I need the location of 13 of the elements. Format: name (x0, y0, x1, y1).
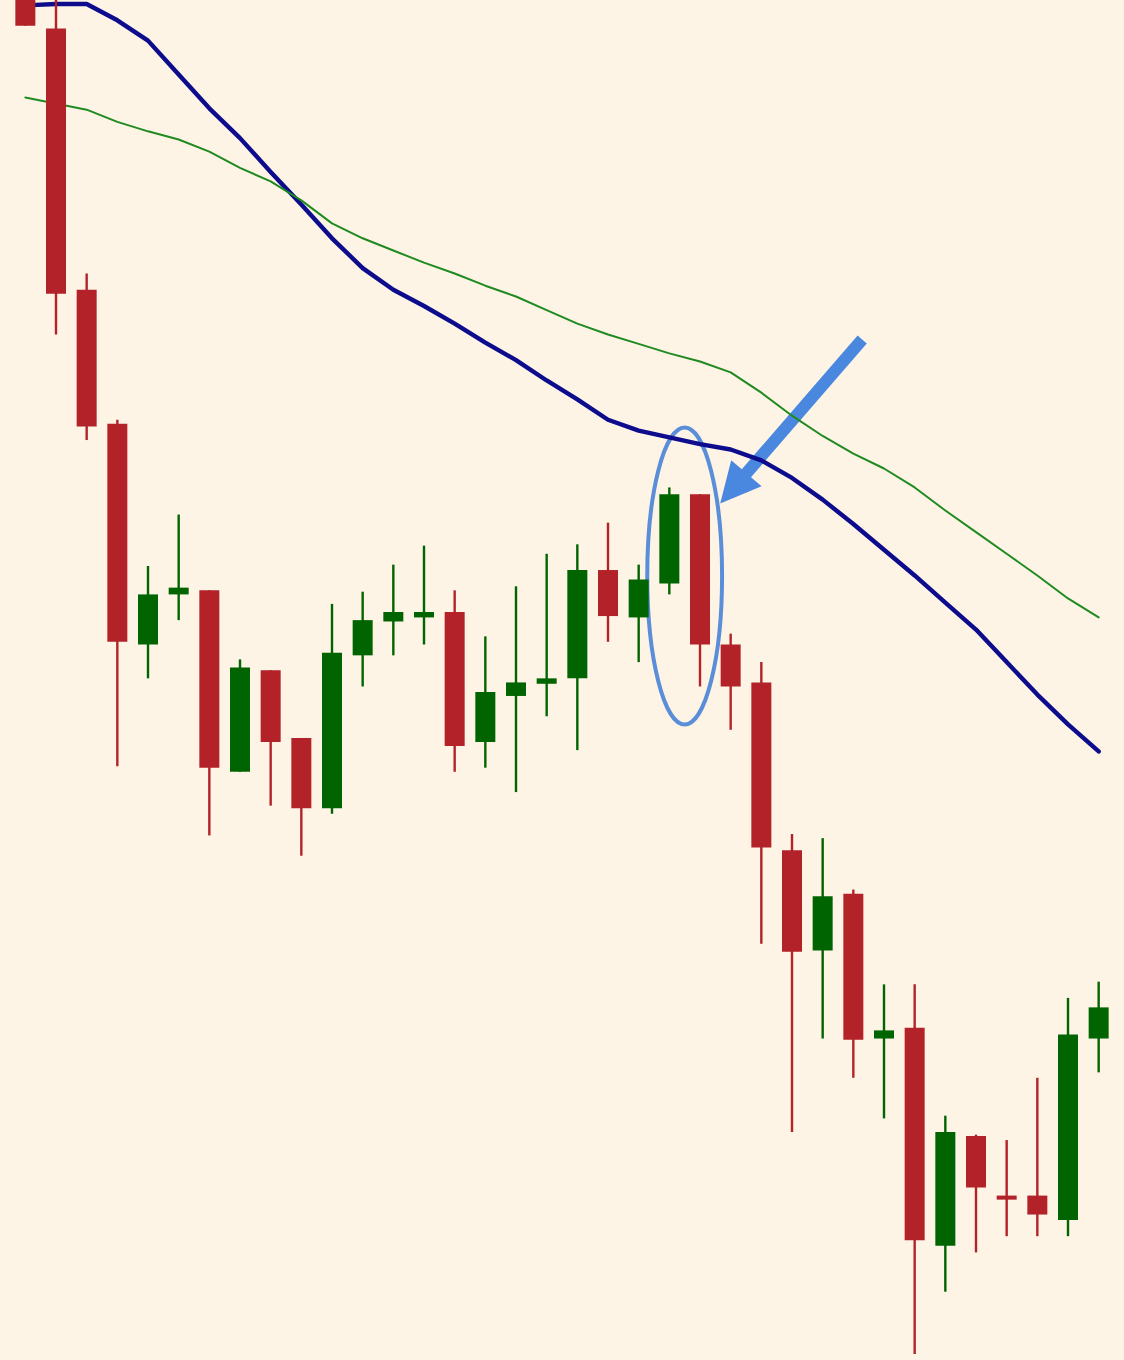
candlestick (536, 552, 557, 718)
candlestick (414, 544, 434, 646)
candlestick (1088, 980, 1109, 1074)
candlestick (352, 590, 373, 688)
candlestick (720, 632, 741, 732)
candlestick (1027, 1076, 1048, 1238)
candlestick (874, 983, 894, 1120)
candlestick (628, 563, 649, 664)
candlestick (383, 563, 404, 657)
candlestick (598, 521, 618, 643)
candlestick (506, 585, 526, 794)
candlestick (15, 0, 36, 27)
candlestick (996, 1138, 1017, 1238)
